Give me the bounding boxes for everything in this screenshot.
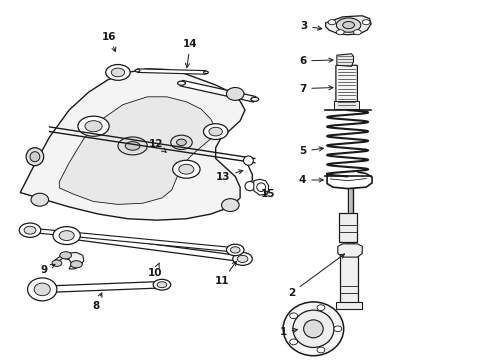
Ellipse shape	[239, 257, 246, 261]
Ellipse shape	[60, 252, 72, 259]
Ellipse shape	[52, 260, 62, 266]
Polygon shape	[254, 179, 269, 195]
Polygon shape	[326, 16, 371, 35]
Ellipse shape	[177, 81, 185, 85]
Text: 13: 13	[216, 170, 243, 182]
Polygon shape	[29, 228, 236, 252]
Text: 1: 1	[279, 327, 297, 337]
Ellipse shape	[245, 181, 255, 191]
Ellipse shape	[31, 193, 49, 206]
Text: 6: 6	[299, 56, 333, 66]
Ellipse shape	[251, 97, 259, 101]
Ellipse shape	[19, 223, 41, 237]
FancyBboxPatch shape	[340, 253, 358, 307]
Ellipse shape	[336, 30, 344, 35]
Ellipse shape	[78, 116, 109, 136]
Ellipse shape	[71, 261, 82, 268]
Text: 14: 14	[183, 39, 197, 68]
Ellipse shape	[85, 121, 102, 132]
Text: 3: 3	[300, 21, 322, 31]
Ellipse shape	[353, 30, 361, 35]
Ellipse shape	[203, 71, 208, 74]
Ellipse shape	[244, 156, 253, 165]
Polygon shape	[338, 244, 362, 257]
Ellipse shape	[226, 244, 244, 256]
Ellipse shape	[237, 255, 248, 262]
Ellipse shape	[209, 127, 222, 136]
FancyBboxPatch shape	[339, 213, 357, 242]
Ellipse shape	[53, 226, 80, 244]
Ellipse shape	[290, 339, 297, 345]
Ellipse shape	[171, 135, 192, 149]
Ellipse shape	[153, 279, 171, 290]
Ellipse shape	[334, 326, 342, 332]
Text: 16: 16	[102, 32, 117, 51]
Ellipse shape	[179, 164, 194, 174]
Ellipse shape	[328, 20, 336, 25]
Ellipse shape	[362, 20, 370, 25]
Ellipse shape	[221, 199, 239, 212]
Polygon shape	[337, 54, 353, 66]
Ellipse shape	[283, 302, 343, 356]
Text: 5: 5	[299, 146, 323, 156]
Ellipse shape	[176, 139, 186, 145]
Ellipse shape	[27, 278, 57, 301]
Ellipse shape	[343, 22, 354, 29]
Polygon shape	[66, 233, 243, 262]
Ellipse shape	[38, 287, 47, 292]
Text: 11: 11	[215, 261, 236, 286]
Ellipse shape	[59, 231, 74, 240]
Text: 2: 2	[288, 254, 344, 298]
Ellipse shape	[304, 320, 323, 338]
Ellipse shape	[232, 248, 238, 251]
Text: 7: 7	[299, 84, 333, 94]
Ellipse shape	[26, 148, 44, 166]
Text: 9: 9	[40, 264, 55, 275]
Ellipse shape	[27, 229, 33, 232]
Ellipse shape	[106, 64, 130, 80]
Ellipse shape	[336, 18, 361, 32]
Polygon shape	[42, 282, 162, 293]
Ellipse shape	[24, 226, 36, 234]
Polygon shape	[59, 97, 216, 204]
Polygon shape	[137, 69, 206, 74]
Ellipse shape	[290, 313, 297, 319]
Ellipse shape	[30, 152, 40, 162]
FancyBboxPatch shape	[336, 302, 362, 310]
Text: 10: 10	[147, 263, 162, 278]
FancyBboxPatch shape	[334, 102, 359, 109]
FancyBboxPatch shape	[336, 65, 357, 109]
Ellipse shape	[233, 252, 252, 265]
Ellipse shape	[293, 310, 334, 347]
Ellipse shape	[226, 87, 244, 100]
Ellipse shape	[118, 137, 147, 155]
Ellipse shape	[111, 68, 124, 77]
Text: 4: 4	[299, 175, 323, 185]
Ellipse shape	[257, 183, 266, 192]
Ellipse shape	[34, 283, 50, 296]
Ellipse shape	[125, 141, 140, 150]
Text: 12: 12	[149, 139, 166, 152]
Ellipse shape	[317, 305, 325, 311]
Polygon shape	[180, 80, 256, 102]
Text: 15: 15	[261, 189, 276, 199]
Text: 8: 8	[92, 293, 102, 311]
Ellipse shape	[157, 282, 167, 288]
Ellipse shape	[158, 283, 166, 287]
Ellipse shape	[317, 347, 325, 353]
Ellipse shape	[135, 69, 140, 72]
Polygon shape	[53, 252, 84, 269]
Ellipse shape	[230, 247, 240, 253]
Ellipse shape	[203, 124, 228, 139]
Polygon shape	[20, 69, 245, 220]
Ellipse shape	[63, 234, 71, 238]
Ellipse shape	[172, 160, 200, 178]
